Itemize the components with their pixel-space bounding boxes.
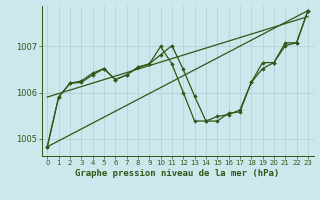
X-axis label: Graphe pression niveau de la mer (hPa): Graphe pression niveau de la mer (hPa) [76,169,280,178]
